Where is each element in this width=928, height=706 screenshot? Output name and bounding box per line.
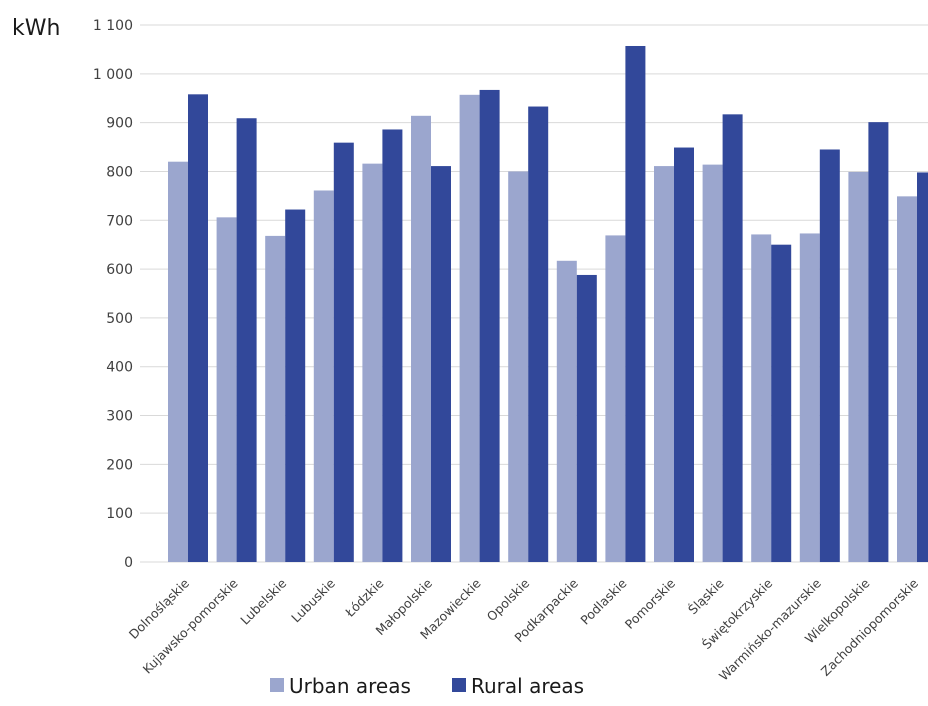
y-tick-label: 400 — [106, 360, 133, 376]
bar-rural — [625, 45, 646, 562]
bar-rural — [868, 122, 889, 562]
y-tick-label: 500 — [106, 311, 133, 327]
bar-urban — [605, 235, 626, 562]
bar-urban — [897, 196, 917, 563]
legend-urban-label: Urban areas — [289, 674, 411, 698]
bar-rural — [188, 94, 208, 563]
legend-rural-swatch — [452, 678, 466, 692]
x-tick-label: Opolskie — [484, 575, 533, 624]
bar-rural — [382, 129, 403, 563]
bar-urban — [313, 190, 334, 562]
bar-urban — [411, 115, 431, 562]
y-tick-label: 1 000 — [93, 67, 133, 83]
x-tick-label: Śląskie — [685, 575, 727, 617]
bar-rural — [917, 172, 928, 562]
bar-urban — [848, 171, 869, 562]
y-tick-label: 300 — [106, 409, 133, 425]
y-tick-label: 1 100 — [93, 18, 133, 34]
bar-urban — [508, 171, 529, 563]
y-tick-label: 600 — [106, 262, 133, 278]
x-tick-label: Lubuskie — [288, 575, 338, 625]
bar-rural — [674, 147, 694, 562]
bar-urban — [216, 217, 237, 563]
y-tick-label: 0 — [124, 555, 133, 571]
y-tick-label: 700 — [106, 213, 133, 229]
bar-rural — [236, 118, 257, 562]
bar-urban — [654, 166, 674, 563]
x-tick-label: Kujawsko-pomorskie — [140, 575, 241, 676]
y-tick-label: 200 — [106, 457, 133, 473]
bar-rural — [333, 142, 354, 562]
x-tick-label: Pomorskie — [622, 575, 679, 632]
bar-rural — [479, 89, 500, 562]
bar-urban — [459, 94, 480, 562]
bar-urban — [702, 164, 723, 562]
bar-rural — [431, 166, 451, 563]
bar-urban — [556, 260, 577, 562]
legend-rural-label: Rural areas — [471, 674, 584, 698]
bar-rural — [285, 209, 306, 563]
legend-urban-swatch — [270, 678, 284, 692]
y-tick-label: 800 — [106, 164, 133, 180]
bar-urban — [168, 161, 188, 562]
bar-urban — [751, 234, 772, 562]
bar-rural — [771, 244, 792, 562]
bar-rural — [819, 149, 840, 562]
y-tick-label: 100 — [106, 506, 133, 522]
bar-rural — [576, 274, 597, 562]
bar-urban — [362, 163, 383, 563]
x-tick-label: Lubelskie — [237, 575, 289, 627]
x-tick-label: Łódzkie — [342, 575, 387, 620]
bar-rural — [722, 114, 743, 562]
bar-urban — [799, 233, 820, 562]
y-tick-label: 900 — [106, 116, 133, 132]
x-tick-label: Zachodniopomorskie — [818, 575, 922, 679]
y-axis-unit-label: kWh — [12, 16, 61, 41]
bar-urban — [265, 235, 286, 563]
bar-rural — [528, 106, 549, 562]
